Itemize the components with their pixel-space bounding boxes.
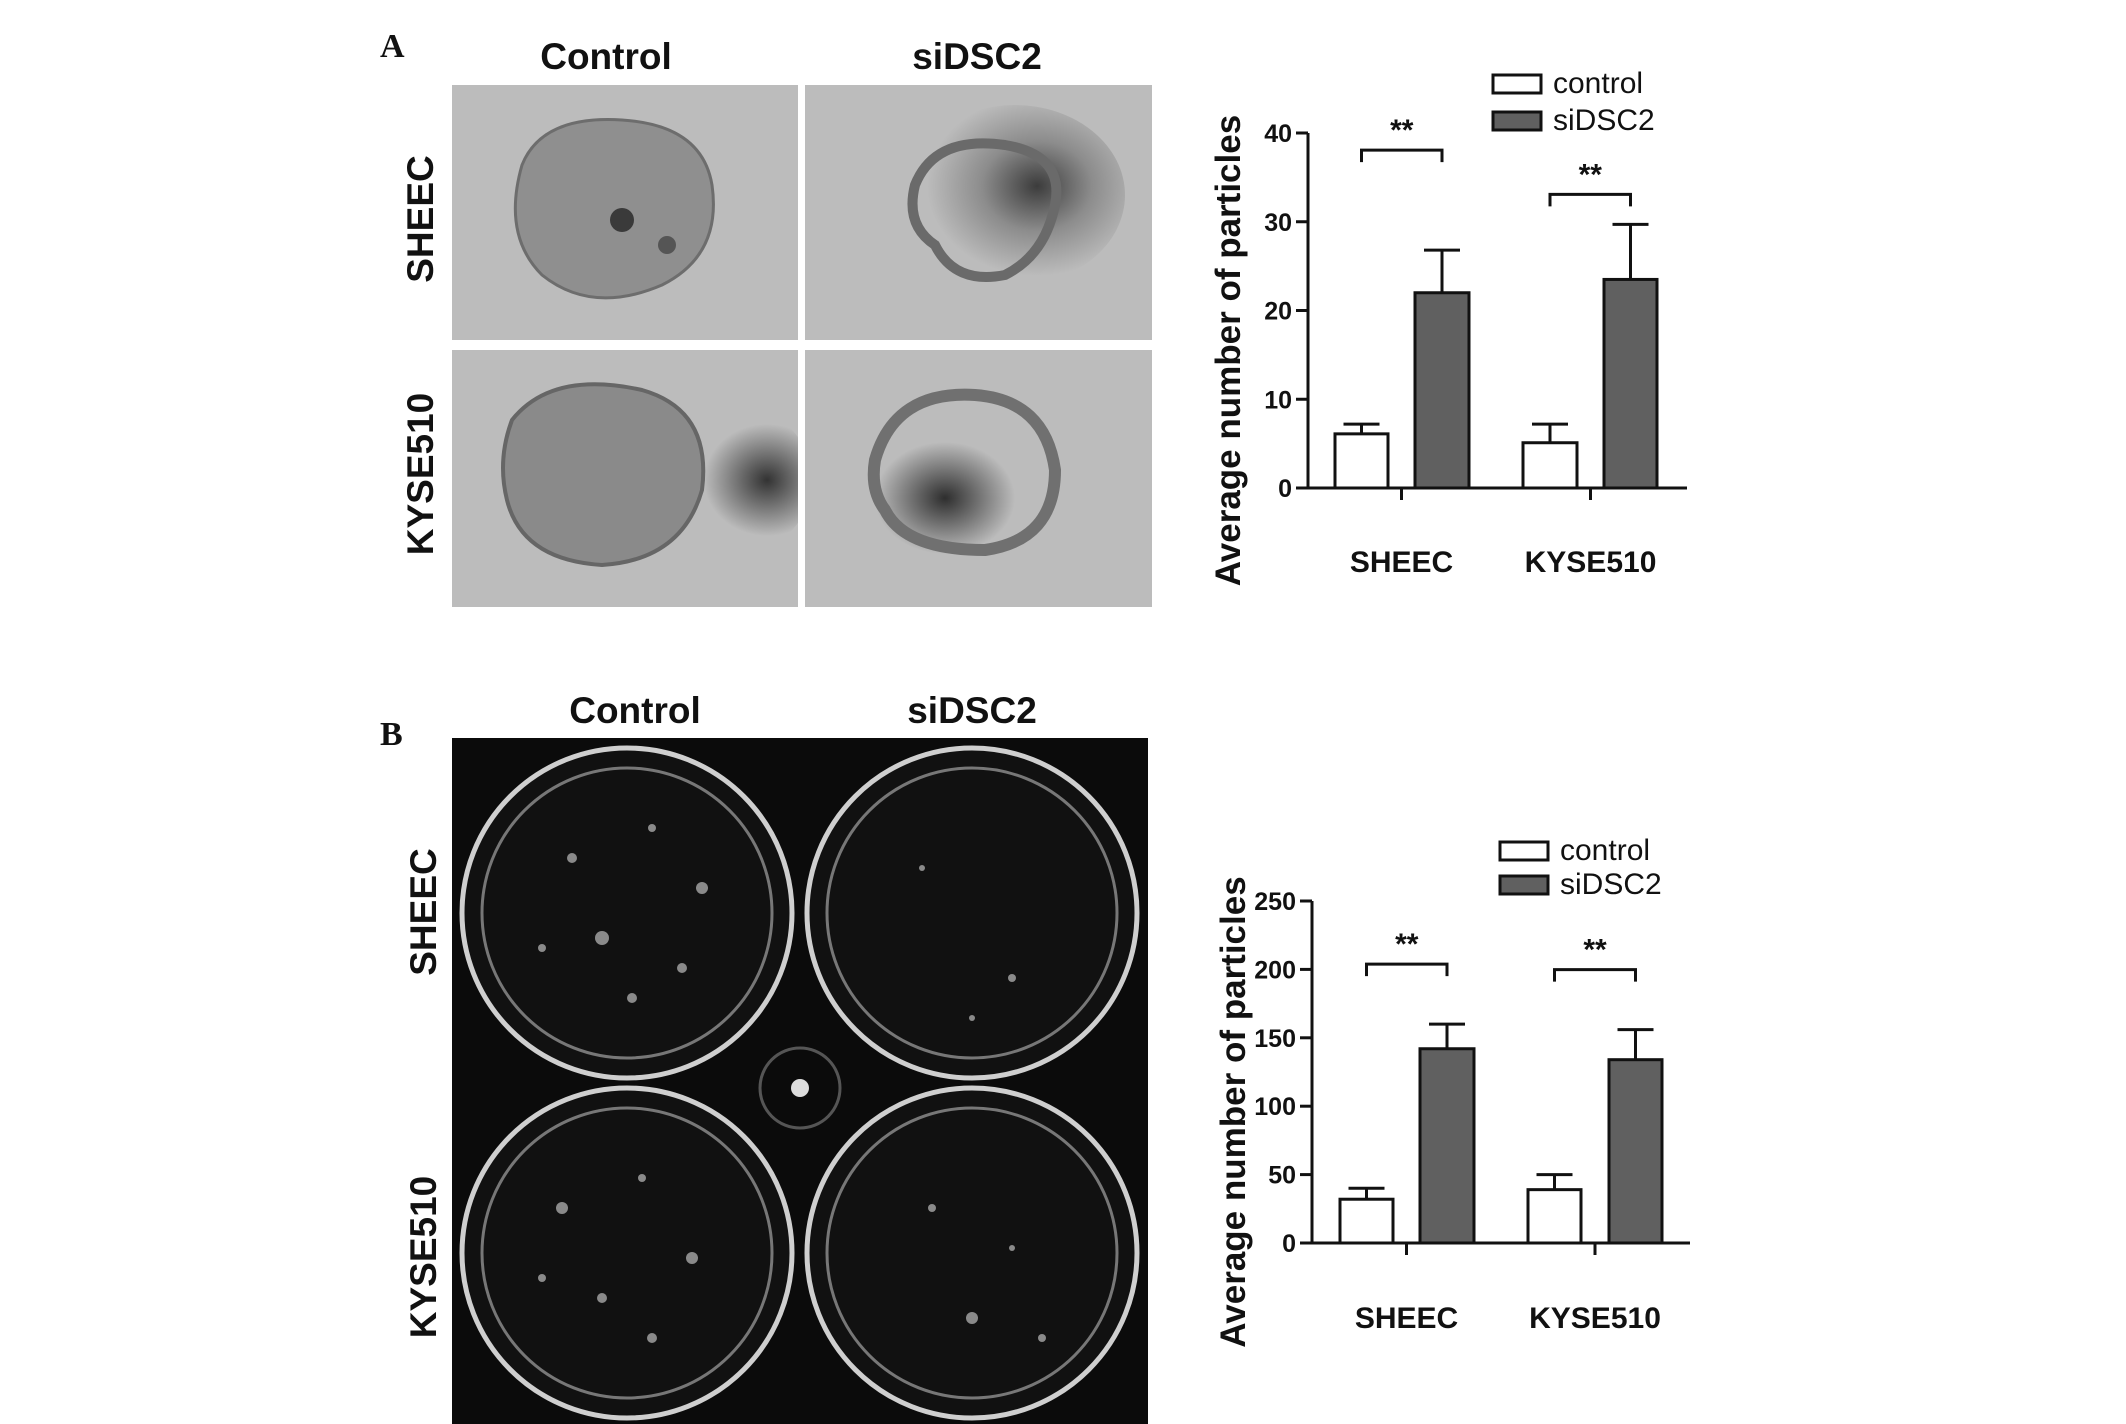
chart-b-y-axis-label: Average number of particles <box>1214 876 1253 1347</box>
chart-a-y-axis-label: Average number of particles <box>1209 115 1248 586</box>
panel-a-letter: A <box>380 28 405 65</box>
chart-a-significance-bracket <box>1360 148 1444 163</box>
panel-b-col-control: Control <box>569 690 701 731</box>
chart-a-legend-swatch-sidsc2 <box>1491 110 1543 132</box>
chart-a-category-label: KYSE510 <box>1525 546 1657 579</box>
chart-b-bar-control-sheec <box>1338 1197 1395 1245</box>
chart-b-legend-label-sidsc2: siDSC2 <box>1560 868 1662 901</box>
chart-a-legend-label-control: control <box>1553 67 1643 100</box>
chart-b-y-tick-label: 100 <box>1254 1093 1296 1121</box>
chart-a-y-tick-label: 30 <box>1264 209 1292 237</box>
chart-b-y-tick-label: 0 <box>1282 1230 1296 1258</box>
chart-b-significance-bracket <box>1553 968 1637 982</box>
chart-b-y-tick-label: 200 <box>1254 956 1296 984</box>
colony-plate-photo <box>452 738 1148 1424</box>
chart-b-category-label: KYSE510 <box>1529 1302 1661 1335</box>
panel-b-letter: B <box>380 716 403 753</box>
micrograph-sheec-control <box>452 85 798 340</box>
chart-a-y-tick-label: 10 <box>1264 386 1292 414</box>
micrograph-kyse510-sidsc2 <box>805 350 1152 607</box>
chart-a-y-tick-label: 20 <box>1264 298 1292 326</box>
chart-b-legend-swatch-sidsc2 <box>1498 874 1550 896</box>
chart-b-y-tick-label: 250 <box>1254 888 1296 916</box>
micrograph-kyse510-control <box>452 350 798 607</box>
chart-b-significance-marker: ** <box>1395 928 1419 961</box>
panel-a-col-control: Control <box>540 36 672 77</box>
micrograph-sheec-sidsc2 <box>805 85 1152 340</box>
chart-a-y-tick-label: 40 <box>1264 120 1292 148</box>
panel-b-col-sidsc2: siDSC2 <box>907 690 1037 731</box>
chart-a-legend-label-sidsc2: siDSC2 <box>1553 104 1655 137</box>
chart-a-bar-control-kyse510 <box>1521 441 1579 490</box>
chart-b-legend-label-control: control <box>1560 834 1650 867</box>
chart-a-y-tick-label: 0 <box>1278 475 1292 503</box>
chart-a-bar-control-sheec <box>1333 432 1390 490</box>
chart-b-y-tick-label: 50 <box>1268 1162 1296 1190</box>
chart-a-bar-sidsc2-sheec <box>1413 291 1471 490</box>
chart-b-category-label: SHEEC <box>1355 1302 1458 1335</box>
chart-b-bar-sidsc2-sheec <box>1418 1047 1476 1245</box>
chart-a-significance-marker: ** <box>1579 158 1603 191</box>
panel-a-col-sidsc2: siDSC2 <box>912 36 1042 77</box>
chart-b-significance-bracket <box>1365 962 1449 977</box>
chart-b-y-tick-label: 150 <box>1254 1025 1296 1053</box>
chart-a-significance-marker: ** <box>1390 114 1414 147</box>
chart-b-legend-swatch-control <box>1498 840 1550 862</box>
chart-b-significance-marker: ** <box>1583 934 1607 967</box>
chart-a-bar-sidsc2-kyse510 <box>1602 277 1659 490</box>
chart-a-legend-swatch-control <box>1491 73 1543 95</box>
chart-a-category-label: SHEEC <box>1350 546 1453 579</box>
chart-a-significance-bracket <box>1548 192 1632 207</box>
chart-b-bar-sidsc2-kyse510 <box>1607 1058 1664 1245</box>
chart-b-bar-control-kyse510 <box>1526 1188 1583 1245</box>
